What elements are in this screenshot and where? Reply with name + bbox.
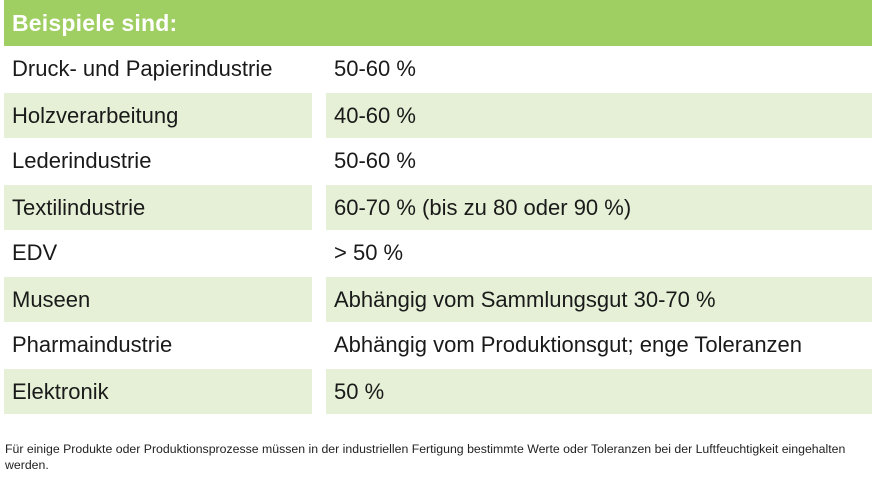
table-header: Beispiele sind: [4, 0, 872, 46]
examples-table: Druck- und Papierindustrie 50-60 % Holzv… [4, 46, 872, 414]
table-row: Museen Abhängig vom Sammlungsgut 30-70 % [4, 276, 872, 322]
humidity-cell: 50-60 % [334, 148, 416, 173]
table-row: Elektronik 50 % [4, 368, 872, 414]
industry-cell: Textilindustrie [4, 184, 312, 230]
industry-cell: Druck- und Papierindustrie [12, 56, 273, 81]
table-row: Holzverarbeitung 40-60 % [4, 92, 872, 138]
humidity-cell: 50 % [326, 368, 872, 414]
industry-cell: EDV [12, 240, 58, 265]
industry-cell: Museen [4, 276, 312, 322]
table-title: Beispiele sind: [12, 9, 178, 36]
humidity-cell: > 50 % [334, 240, 404, 265]
table-row: Lederindustrie 50-60 % [4, 138, 872, 184]
table-row: Textilindustrie 60-70 % (bis zu 80 oder … [4, 184, 872, 230]
humidity-cell: 50-60 % [334, 56, 416, 81]
humidity-cell: 60-70 % (bis zu 80 oder 90 %) [326, 184, 872, 230]
humidity-cell: Abhängig vom Sammlungsgut 30-70 % [326, 276, 872, 322]
industry-cell: Elektronik [4, 368, 312, 414]
industry-cell: Lederindustrie [12, 148, 152, 173]
industry-cell: Pharmaindustrie [12, 332, 173, 357]
industry-cell: Holzverarbeitung [4, 92, 312, 138]
humidity-cell: 40-60 % [326, 92, 872, 138]
table-row: Druck- und Papierindustrie 50-60 % [4, 46, 872, 92]
table-row: EDV > 50 % [4, 230, 872, 276]
footnote: Für einige Produkte oder Produktionsproz… [5, 442, 846, 472]
humidity-cell: Abhängig vom Produktionsgut; enge Tolera… [334, 332, 803, 357]
table-row: Pharmaindustrie Abhängig vom Produktions… [4, 322, 872, 368]
